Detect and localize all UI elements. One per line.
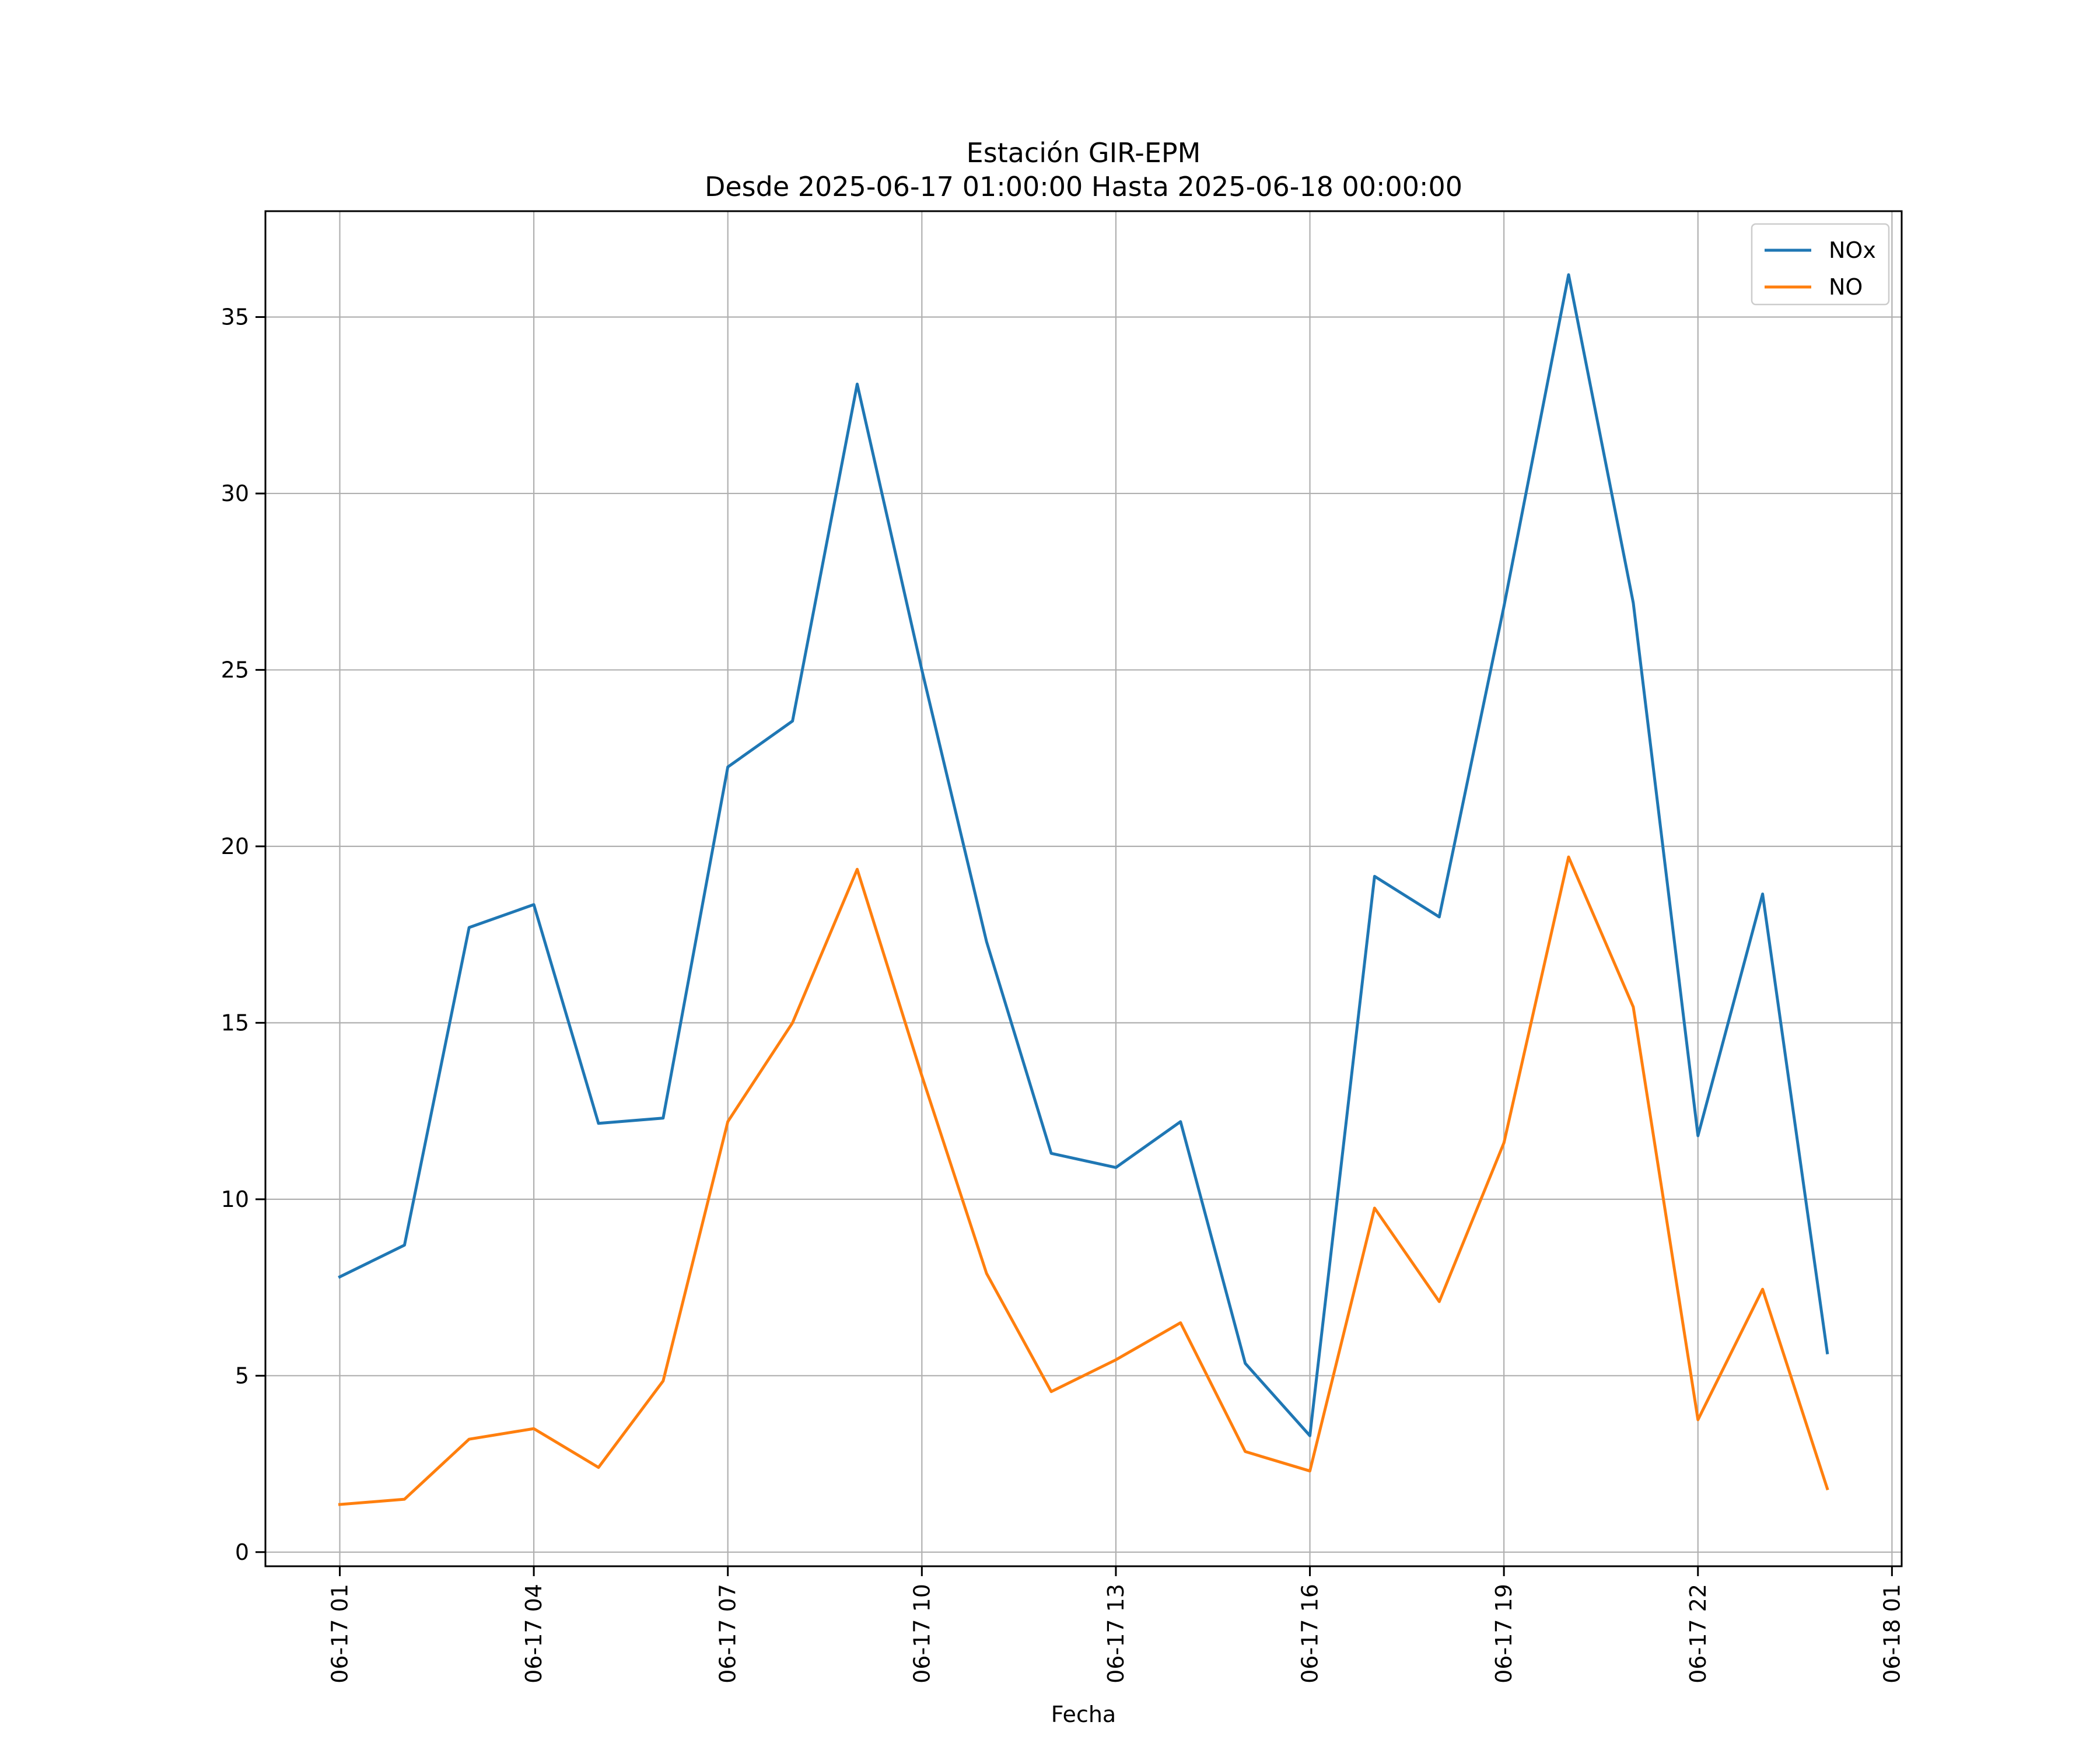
y-tick-label: 15 xyxy=(221,1010,249,1035)
axes-frame xyxy=(264,210,1903,1567)
series-line-nox xyxy=(338,273,1829,1437)
grid xyxy=(265,211,1902,1566)
x-tick-label: 06-17 13 xyxy=(1103,1584,1129,1684)
x-axis-ticks: 06-17 01 06-17 04 06-17 07 06-17 10 06-17 13… xyxy=(327,1566,1905,1684)
y-tick-label: 20 xyxy=(221,834,249,859)
chart-subtitle: Desde 2025-06-17 01:00:00 Hasta 2025-06-… xyxy=(705,171,1462,202)
x-tick-label: 06-17 10 xyxy=(909,1584,935,1684)
y-tick-label: 0 xyxy=(235,1539,249,1565)
x-tick-label: 06-17 19 xyxy=(1491,1584,1517,1684)
y-tick-label: 10 xyxy=(221,1186,249,1212)
series-lines xyxy=(338,273,1829,1506)
x-tick-label: 06-17 01 xyxy=(327,1584,353,1684)
y-tick-label: 35 xyxy=(221,304,249,330)
x-tick-label: 06-17 16 xyxy=(1297,1584,1323,1684)
x-tick-label: 06-17 04 xyxy=(521,1584,547,1684)
y-axis-ticks: 0 5 10 15 20 25 30 35 xyxy=(221,304,265,1565)
y-tick-label: 30 xyxy=(221,481,249,506)
y-tick-label: 5 xyxy=(235,1363,249,1388)
chart-title: Estación GIR-EPM xyxy=(967,137,1201,169)
legend-label-no: NO xyxy=(1829,274,1863,300)
series-line-no xyxy=(338,855,1829,1506)
x-tick-label: 06-18 01 xyxy=(1879,1584,1905,1684)
legend-label-nox: NOx xyxy=(1829,237,1876,263)
x-tick-label: 06-17 22 xyxy=(1685,1584,1711,1684)
x-axis-label: Fecha xyxy=(1051,1702,1116,1727)
x-tick-label: 06-17 07 xyxy=(715,1584,741,1684)
y-tick-label: 25 xyxy=(221,657,249,682)
legend: NOx NO xyxy=(1751,223,1890,306)
legend-box xyxy=(1751,223,1890,306)
